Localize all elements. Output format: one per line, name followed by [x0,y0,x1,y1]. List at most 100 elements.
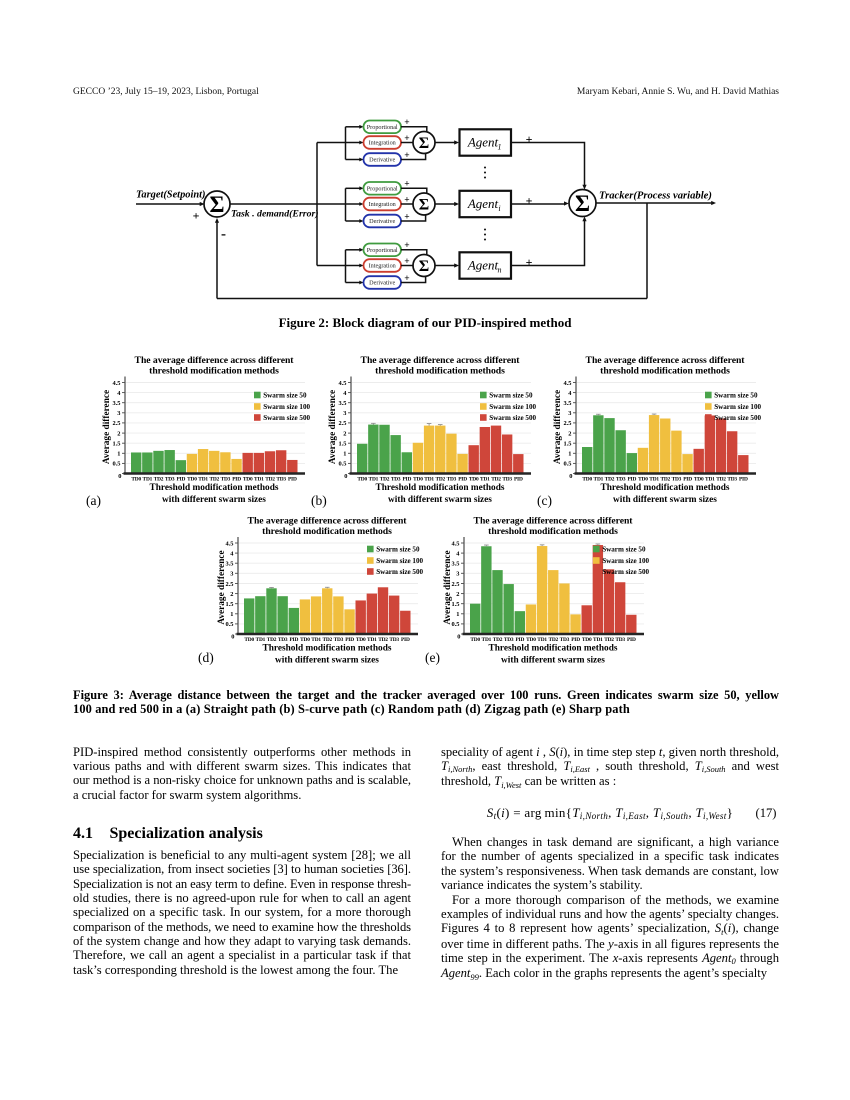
svg-text:4.5: 4.5 [226,540,234,547]
svg-text:Agent: Agent [467,196,499,211]
svg-text:TD2: TD2 [435,476,445,482]
svg-text:TD1: TD1 [198,476,208,482]
svg-text:Swarm size 100: Swarm size 100 [489,403,536,411]
svg-text:n: n [498,266,502,275]
svg-text:PID: PID [458,476,467,482]
svg-text:0: 0 [457,634,460,641]
svg-text:PID: PID [401,637,410,643]
svg-text:TD3: TD3 [504,637,514,643]
svg-text:1.5: 1.5 [339,441,347,448]
svg-text:TD0: TD0 [357,476,367,482]
svg-text:3.5: 3.5 [339,400,347,407]
svg-text:TD1: TD1 [424,476,434,482]
svg-text:1: 1 [117,451,120,458]
svg-text:TD0: TD0 [187,476,197,482]
svg-text:Proportional: Proportional [367,186,398,193]
svg-text:TD2: TD2 [548,637,558,643]
svg-text:3: 3 [117,410,120,417]
svg-text:TD2: TD2 [660,476,670,482]
svg-text:Σ: Σ [419,135,429,152]
svg-text:+: + [526,193,533,207]
svg-text:4.5: 4.5 [339,380,347,387]
svg-text:TD3: TD3 [560,637,570,643]
svg-text:1.5: 1.5 [226,601,234,608]
svg-text:Derivative: Derivative [369,280,395,287]
svg-text:TD1: TD1 [256,637,266,643]
svg-text:The average difference across: The average difference across different [361,355,521,366]
svg-text:Swarm size 50: Swarm size 50 [489,392,533,400]
svg-text:The average difference across: The average difference across different [135,355,295,366]
svg-text:1: 1 [230,611,233,618]
svg-text:threshold modification methods: threshold modification methods [375,366,505,377]
svg-text:4: 4 [456,550,460,557]
svg-text:1.5: 1.5 [113,441,121,448]
svg-text:TD1: TD1 [143,476,153,482]
svg-text:Swarm size 50: Swarm size 50 [714,392,758,400]
svg-text:with different swarm sizes: with different swarm sizes [613,495,717,505]
svg-text:Swarm size 500: Swarm size 500 [714,414,761,422]
svg-text:Average difference: Average difference [553,390,563,464]
svg-text:TD3: TD3 [727,476,737,482]
svg-text:Average difference: Average difference [328,390,338,464]
svg-text:PID: PID [627,637,636,643]
svg-text:Target(Setpoint): Target(Setpoint) [136,190,205,201]
svg-text:TD0: TD0 [694,476,704,482]
svg-text:Derivative: Derivative [369,218,395,225]
svg-text:TD3: TD3 [221,476,231,482]
svg-text:TD0: TD0 [243,476,253,482]
svg-text:with different swarm sizes: with different swarm sizes [275,656,379,666]
svg-text:TD3: TD3 [616,476,626,482]
svg-text:Σ: Σ [419,258,429,275]
svg-text:+: + [404,274,409,284]
svg-text:1: 1 [568,451,571,458]
svg-text:+: + [526,132,533,146]
svg-text:(e): (e) [425,650,440,665]
svg-text:TD3: TD3 [278,637,288,643]
svg-text:TD2: TD2 [716,476,726,482]
svg-text:4.5: 4.5 [113,380,121,387]
svg-text:-: - [221,227,226,243]
svg-text:0.5: 0.5 [226,621,234,628]
svg-text:threshold modification methods: threshold modification methods [488,526,618,537]
svg-text:TD3: TD3 [502,476,512,482]
svg-text:4: 4 [343,390,347,397]
svg-text:1: 1 [498,143,502,152]
svg-text:(a): (a) [86,493,101,508]
svg-text:The average difference across: The average difference across different [248,516,408,527]
svg-text:+: + [404,118,409,128]
svg-text:TD2: TD2 [154,476,164,482]
svg-text:Swarm size 100: Swarm size 100 [602,557,649,565]
svg-text:4: 4 [568,390,572,397]
svg-text:TD2: TD2 [267,637,277,643]
svg-text:Threshold modification methods: Threshold modification methods [489,644,618,654]
svg-text:(d): (d) [198,650,214,665]
svg-text:2: 2 [568,430,571,437]
svg-text:Derivative: Derivative [369,157,395,164]
svg-text:TD1: TD1 [482,637,492,643]
svg-text:2: 2 [456,591,459,598]
svg-text:TD3: TD3 [165,476,175,482]
svg-text:TD0: TD0 [244,637,254,643]
svg-text:3: 3 [568,410,571,417]
svg-text:PID: PID [289,637,298,643]
svg-text:3: 3 [456,571,459,578]
svg-text:PID: PID [288,476,297,482]
svg-text:Swarm size 100: Swarm size 100 [714,403,761,411]
svg-text:2.5: 2.5 [452,581,460,588]
svg-text:3: 3 [230,571,233,578]
svg-text:0.5: 0.5 [339,461,347,468]
svg-text:TD0: TD0 [469,476,479,482]
svg-text:3.5: 3.5 [452,561,460,568]
svg-text:TD3: TD3 [672,476,682,482]
svg-text:Task . demand(Error): Task . demand(Error) [231,209,319,220]
svg-text:0: 0 [569,473,572,480]
svg-text:(b): (b) [311,493,327,508]
svg-text:Integration: Integration [369,201,396,208]
svg-text:TD3: TD3 [447,476,457,482]
svg-text:PID: PID [739,476,748,482]
svg-text:PID: PID [514,476,523,482]
svg-text:TD2: TD2 [209,476,219,482]
svg-text:TD1: TD1 [311,637,321,643]
svg-text:+: + [404,134,409,144]
svg-text:Agent: Agent [467,258,499,273]
